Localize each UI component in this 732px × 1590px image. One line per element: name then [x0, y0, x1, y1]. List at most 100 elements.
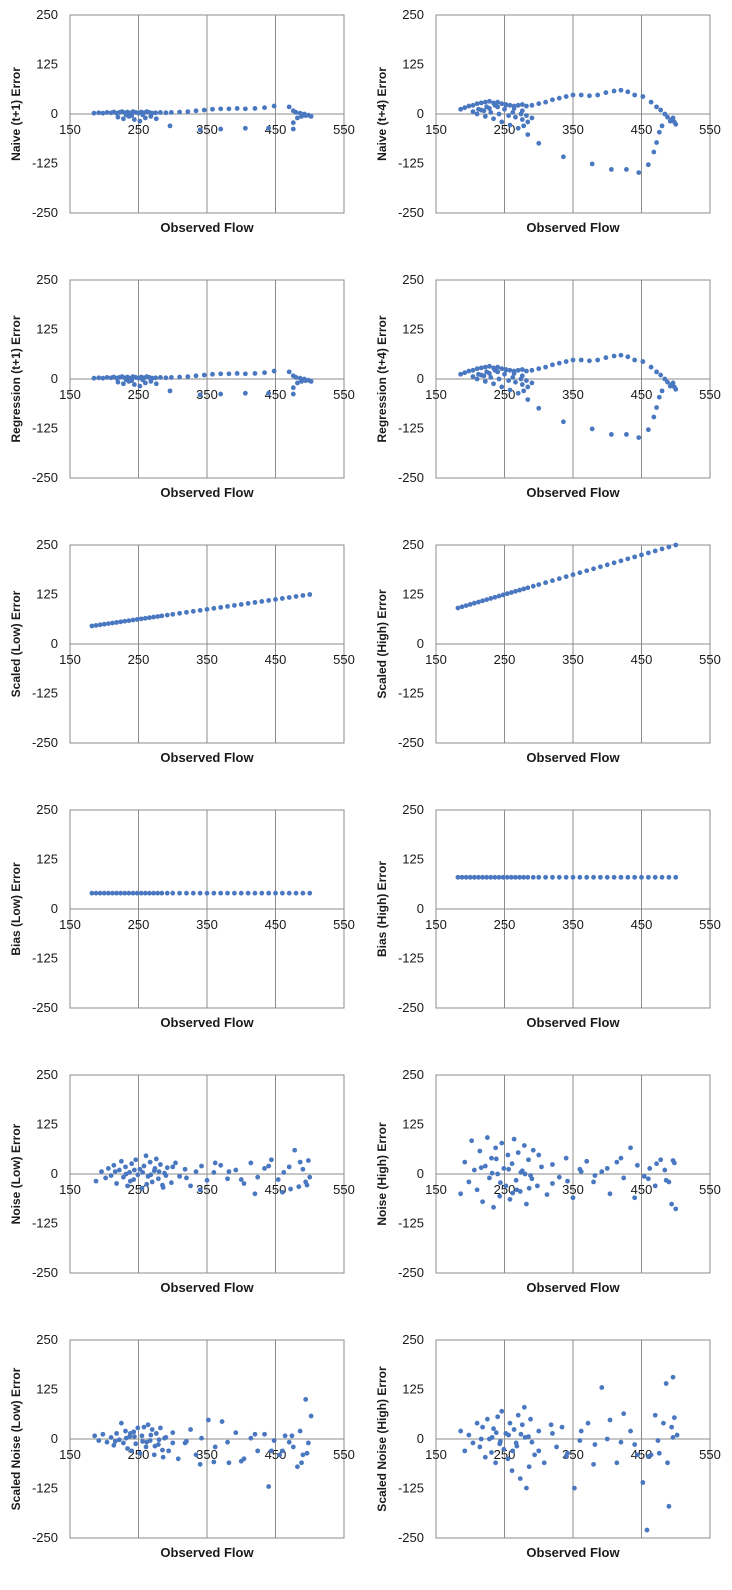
data-point: [525, 397, 531, 402]
data-point: [184, 1175, 189, 1181]
data-point: [507, 1196, 513, 1202]
data-point: [645, 1454, 651, 1459]
data-point: [476, 371, 481, 377]
data-point: [497, 1180, 503, 1186]
data-point: [524, 113, 529, 118]
data-point: [118, 890, 124, 896]
data-point: [641, 1173, 647, 1179]
x-tick-label: 150: [59, 1447, 81, 1462]
data-point: [193, 373, 199, 379]
data-point: [651, 149, 657, 155]
data-point: [666, 1503, 672, 1509]
data-point: [153, 375, 159, 381]
y-tick-label: 0: [51, 901, 58, 916]
data-point: [295, 1464, 300, 1470]
data-point: [300, 593, 306, 598]
data-point: [511, 371, 517, 376]
data-point: [170, 1164, 176, 1170]
data-point: [639, 552, 644, 558]
y-axis-label: Regression (t+4) Error: [375, 315, 389, 442]
data-point: [218, 106, 224, 112]
data-point: [218, 391, 224, 397]
data-point: [300, 1166, 306, 1172]
data-point: [152, 1166, 158, 1171]
data-point: [524, 1485, 529, 1491]
data-point: [262, 1166, 267, 1171]
data-point: [134, 617, 140, 622]
data-point: [112, 1438, 118, 1444]
data-point: [242, 125, 248, 131]
data-point: [495, 1414, 501, 1420]
data-point: [536, 140, 542, 146]
data-point: [177, 374, 183, 380]
data-point: [458, 371, 464, 377]
data-point: [149, 1179, 155, 1185]
data-point: [293, 890, 299, 896]
y-tick-label: 250: [402, 7, 424, 22]
data-point: [471, 874, 477, 880]
data-point: [304, 1182, 310, 1188]
data-point: [160, 1447, 165, 1453]
data-point: [632, 1442, 638, 1447]
data-point: [645, 550, 651, 556]
data-point: [506, 1432, 512, 1438]
data-point: [163, 110, 169, 116]
data-point: [245, 601, 251, 606]
data-point: [640, 359, 646, 364]
data-point: [656, 1450, 662, 1456]
data-point: [125, 1446, 130, 1451]
data-point: [118, 1420, 124, 1426]
x-tick-label: 150: [425, 387, 447, 402]
data-point: [185, 374, 191, 380]
data-point: [645, 162, 651, 168]
data-point: [493, 1156, 499, 1162]
data-point: [481, 373, 487, 379]
data-point: [471, 600, 477, 606]
data-point: [262, 105, 267, 111]
data-point: [577, 1438, 583, 1443]
data-point: [511, 1427, 517, 1432]
data-point: [100, 1431, 106, 1437]
data-point: [480, 1199, 485, 1205]
y-tick-label: -250: [32, 1530, 58, 1545]
data-point: [93, 622, 99, 628]
data-point: [667, 118, 673, 124]
data-point: [219, 1419, 225, 1424]
data-point: [652, 1183, 658, 1189]
data-point: [550, 1162, 555, 1167]
data-point: [297, 1428, 303, 1434]
x-tick-label: 550: [333, 387, 355, 402]
data-point: [665, 114, 670, 120]
data-point: [482, 1163, 488, 1169]
x-axis-label: Observed Flow: [160, 750, 254, 765]
data-point: [536, 1448, 542, 1454]
y-axis-label: Scaled (High) Error: [375, 589, 389, 699]
x-axis-label: Observed Flow: [160, 1545, 254, 1560]
data-point: [462, 1448, 468, 1454]
data-point: [550, 578, 555, 584]
data-point: [591, 1179, 596, 1185]
data-point: [96, 375, 102, 381]
data-point: [570, 1195, 576, 1201]
data-point: [273, 890, 278, 896]
data-point: [522, 1171, 528, 1177]
data-point: [499, 101, 505, 107]
data-point: [634, 1452, 640, 1458]
chart-panel: 250 125 0 -125 -250 150 250 350 450 550 Observed F…: [0, 0, 366, 265]
data-point: [521, 123, 527, 129]
data-point: [510, 1448, 516, 1454]
data-point: [303, 1397, 309, 1402]
data-point: [299, 378, 304, 384]
y-tick-label: 125: [36, 852, 58, 867]
data-point: [625, 354, 631, 360]
data-point: [474, 1187, 480, 1193]
data-point: [529, 1176, 535, 1182]
data-point: [211, 1459, 217, 1465]
data-point: [225, 1176, 230, 1182]
data-point: [131, 1167, 137, 1173]
data-point: [158, 375, 163, 380]
